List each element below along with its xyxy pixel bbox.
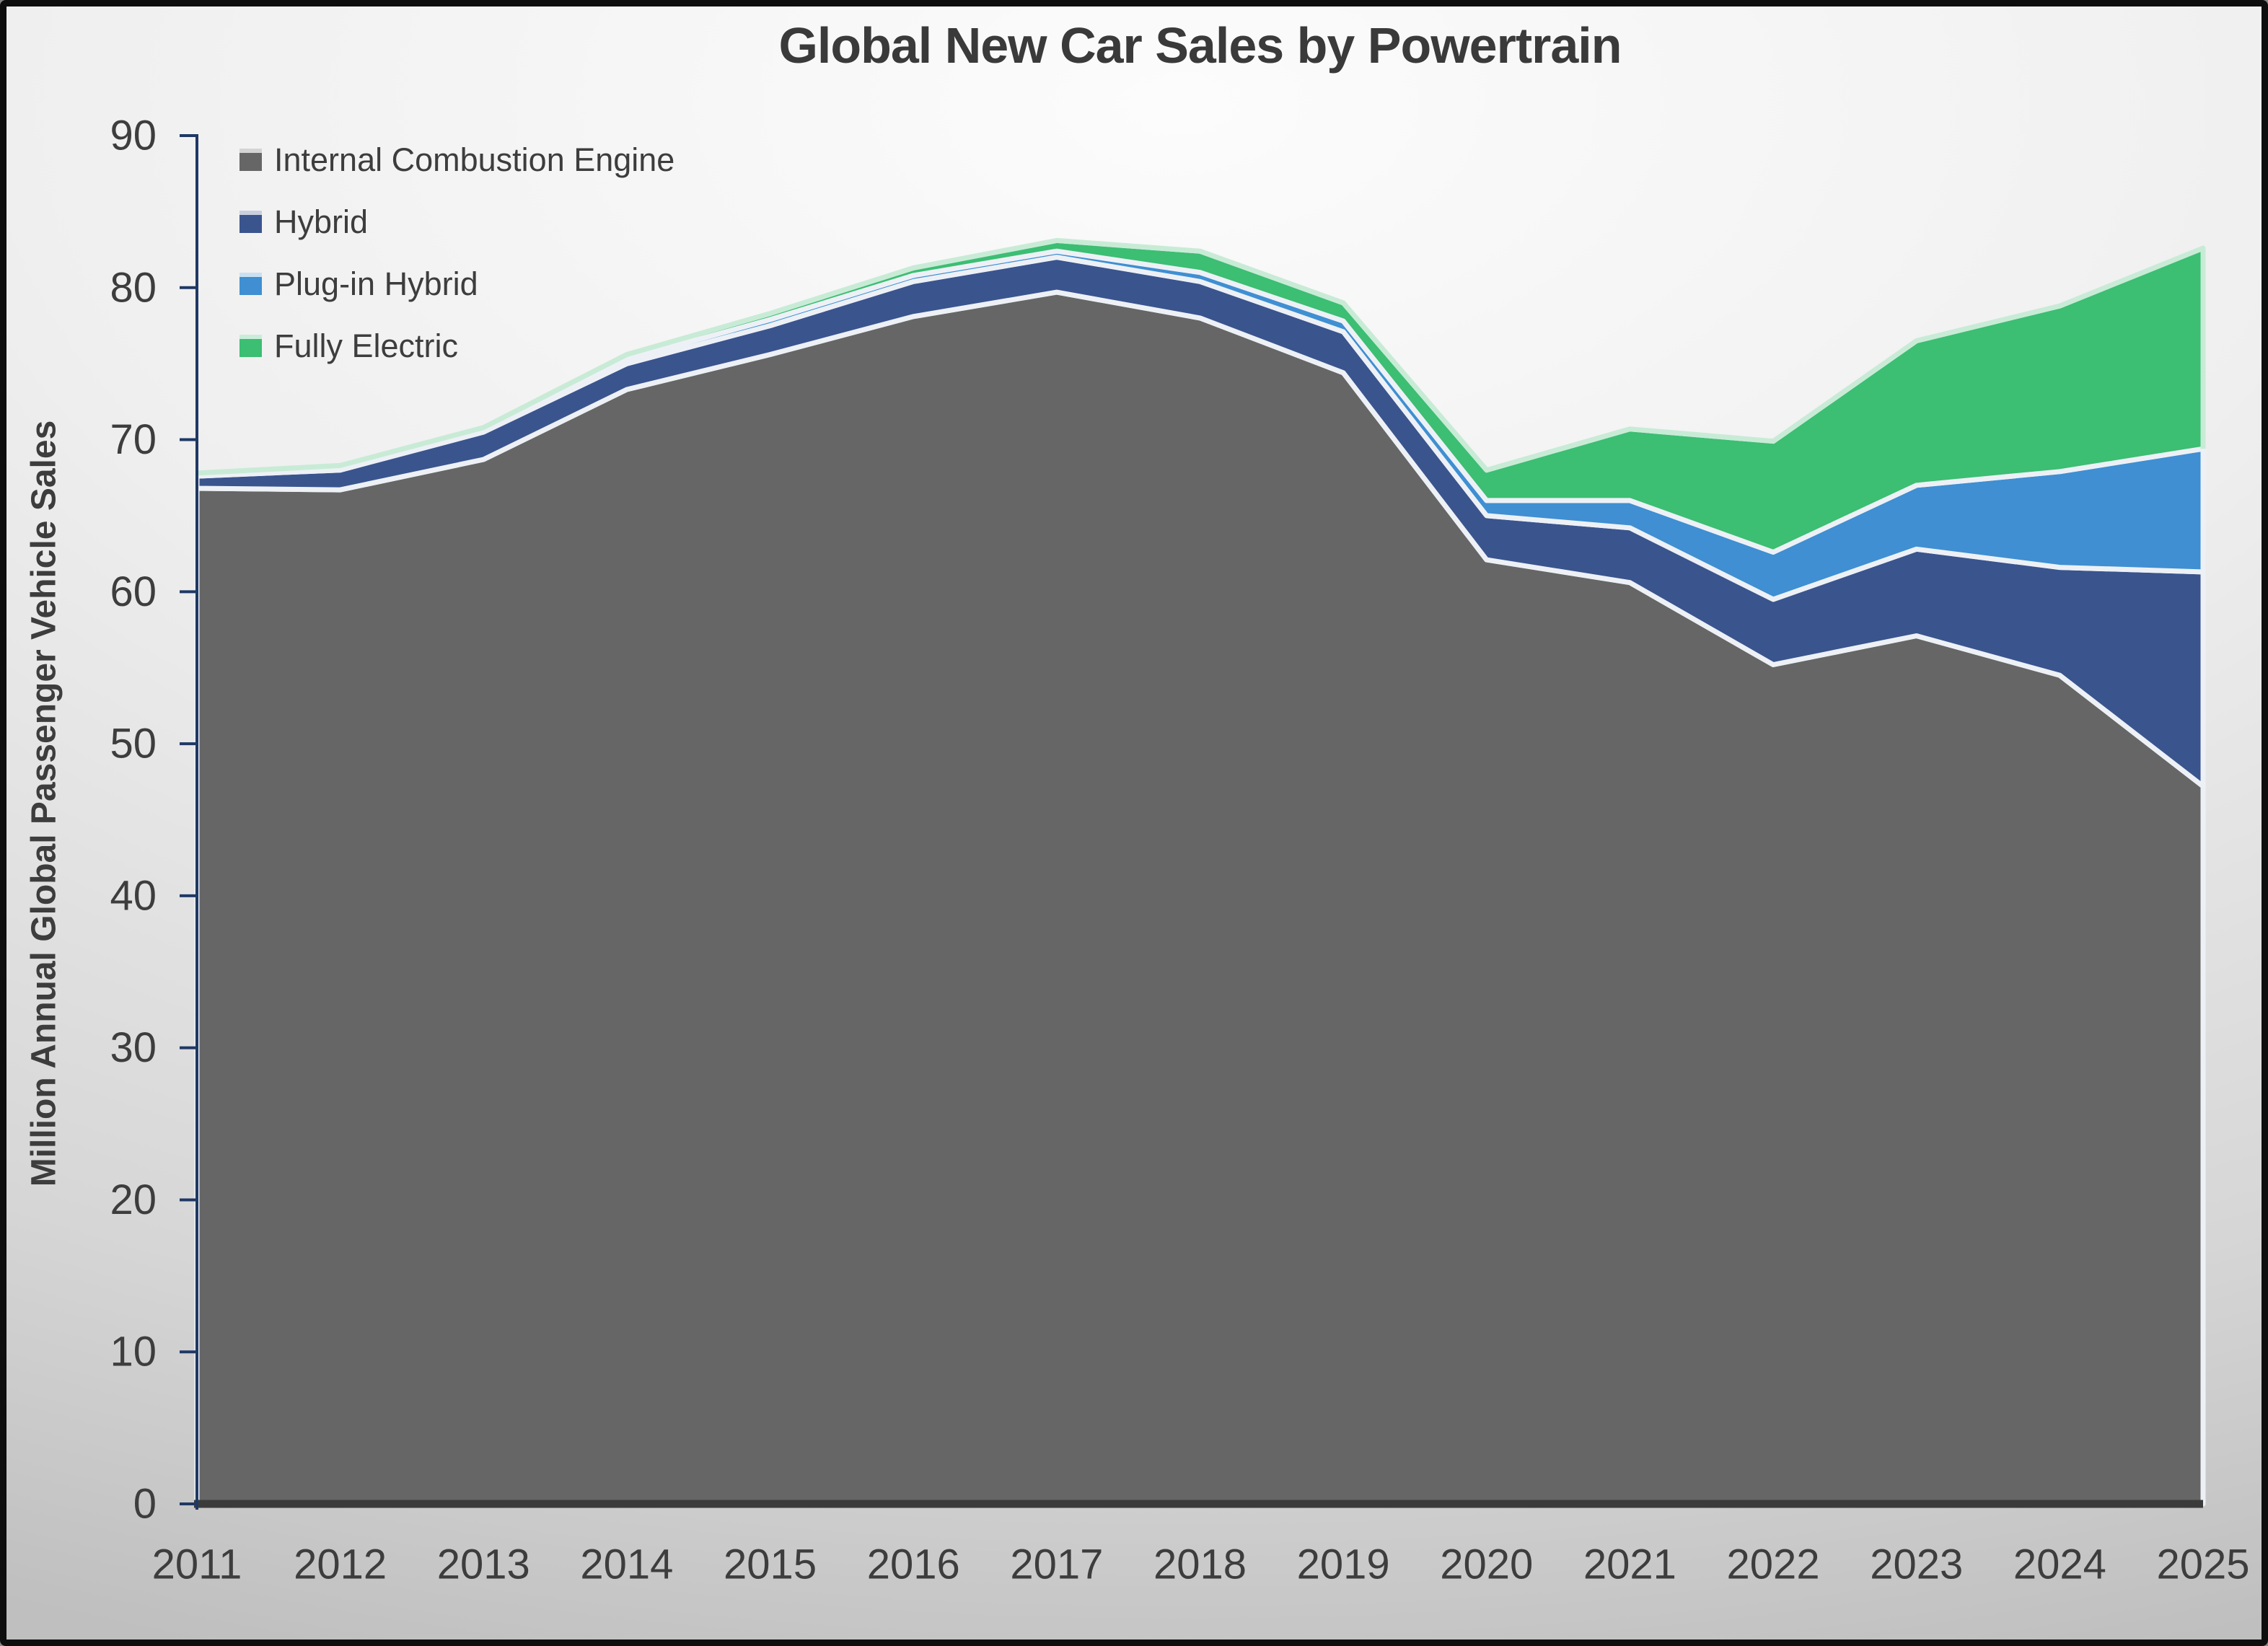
legend-item: Plug-in Hybrid	[239, 252, 674, 314]
legend-label: Fully Electric	[274, 327, 459, 364]
legend-item: Internal Combustion Engine	[239, 128, 674, 190]
x-tick-label: 2012	[294, 1541, 387, 1588]
legend: Internal Combustion Engine Hybrid Plug-in …	[239, 128, 674, 377]
legend-item: Hybrid	[239, 190, 674, 252]
y-tick-label: 0	[133, 1481, 157, 1528]
fully-electric-top-edge	[196, 237, 2206, 476]
x-tick-label: 2022	[1727, 1541, 1820, 1588]
x-tick-label: 2011	[152, 1541, 242, 1588]
y-axis-title: Million Annual Global Passenger Vehicle …	[25, 421, 63, 1187]
legend-label: Hybrid	[274, 203, 369, 240]
x-tick-label: 2014	[580, 1541, 673, 1588]
y-tick-label: 20	[110, 1176, 157, 1223]
y-tick-label: 90	[110, 113, 157, 159]
x-tick-label: 2015	[724, 1541, 817, 1588]
x-tick-label: 2025	[2156, 1541, 2249, 1588]
x-tick-label: 2024	[2013, 1541, 2106, 1588]
chart-canvas: 0 10 20 30 40 50 60 70 80 90 2011 2012 2013 2014 2015 2…	[25, 113, 2250, 1588]
chart-title: Global New Car Sales by Powertrain	[778, 17, 1622, 74]
x-tick-label: 2018	[1153, 1541, 1247, 1588]
legend-label: Internal Combustion Engine	[274, 141, 675, 178]
legend-label: Plug-in Hybrid	[274, 265, 478, 302]
x-tick-label: 2021	[1583, 1541, 1676, 1588]
x-tick-label: 2019	[1297, 1541, 1390, 1588]
x-tick-label: 2013	[437, 1541, 530, 1588]
y-tick-label: 80	[110, 264, 157, 311]
y-tick-label: 70	[110, 416, 157, 463]
y-tick-label: 40	[110, 872, 157, 919]
x-tick-label: 2016	[867, 1541, 960, 1588]
y-tick-label: 50	[110, 721, 157, 767]
y-tick-label: 10	[110, 1329, 157, 1376]
legend-swatch-internal-combustion-engine	[239, 148, 262, 171]
legend-swatch-fully-electric	[239, 334, 262, 357]
x-tick-label: 2017	[1010, 1541, 1103, 1588]
legend-swatch-plug-in-hybrid	[239, 272, 262, 295]
x-tick-label: 2020	[1440, 1541, 1533, 1588]
y-tick-label: 30	[110, 1024, 157, 1071]
x-tick-label: 2023	[1870, 1541, 1963, 1588]
legend-item: Fully Electric	[239, 314, 674, 377]
y-tick-label: 60	[110, 568, 157, 615]
legend-swatch-hybrid	[239, 210, 262, 233]
